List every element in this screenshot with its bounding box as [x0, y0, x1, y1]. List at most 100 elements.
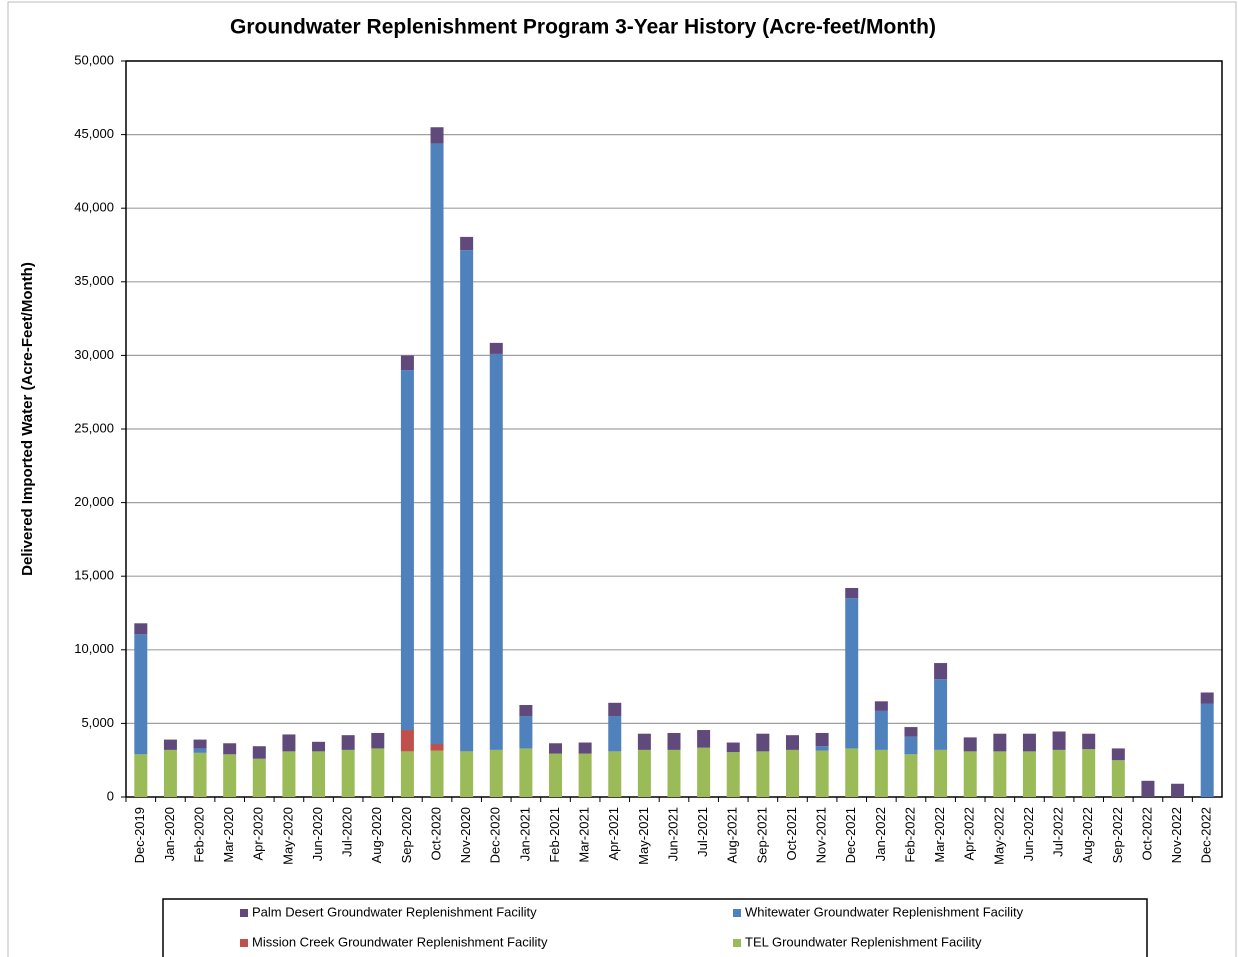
bar-segment — [934, 749, 948, 797]
bar-segment — [578, 753, 592, 797]
bar-segment — [312, 741, 326, 752]
bar-segment — [400, 370, 414, 731]
bar-segment — [904, 727, 918, 737]
bar-segment — [193, 752, 207, 797]
bar-segment — [993, 751, 1007, 797]
x-tick-label: Mar-2021 — [577, 807, 592, 863]
x-tick-label: Feb-2022 — [902, 807, 917, 863]
bar-segment — [489, 749, 503, 797]
legend-swatch — [240, 939, 248, 947]
bar-segment — [637, 733, 651, 750]
bar-segment — [1111, 748, 1125, 761]
bar-segment — [223, 743, 237, 755]
x-tick-label: Feb-2021 — [547, 807, 562, 863]
bar-segment — [163, 739, 177, 750]
x-tick-label: Dec-2020 — [488, 807, 503, 863]
bar-segment — [815, 732, 829, 747]
bar-segment — [934, 663, 948, 680]
bar-segment — [1200, 703, 1214, 797]
bar-segment — [637, 749, 651, 797]
legend-label: Palm Desert Groundwater Replenishment Fa… — [252, 904, 537, 919]
bar-segment — [815, 750, 829, 797]
bar-segment — [134, 634, 148, 755]
x-tick-label: May-2020 — [280, 807, 295, 865]
bar-segment — [845, 587, 859, 599]
x-tick-label: Jun-2021 — [665, 807, 680, 861]
bar-segment — [430, 744, 444, 751]
bar-segment — [252, 746, 266, 759]
bar-segment — [1082, 749, 1096, 797]
legend-label: Mission Creek Groundwater Replenishment … — [252, 934, 548, 949]
legend-label: TEL Groundwater Replenishment Facility — [745, 934, 982, 949]
x-tick-label: Aug-2020 — [369, 807, 384, 863]
x-tick-label: Apr-2022 — [962, 807, 977, 860]
bar-segment — [993, 733, 1007, 752]
bar-segment — [815, 746, 829, 751]
legend-swatch — [733, 939, 741, 947]
bar-segment — [1052, 731, 1066, 750]
y-axis-label: Delivered Imported Water (Acre-Feet/Mont… — [19, 262, 36, 576]
x-tick-label: Dec-2019 — [132, 807, 147, 863]
y-tick-label: 50,000 — [74, 52, 114, 67]
x-tick-label: Feb-2020 — [191, 807, 206, 863]
bar-segment — [756, 733, 770, 752]
bar-segment — [874, 710, 888, 750]
y-tick-label: 40,000 — [74, 200, 114, 215]
bar-segment — [1141, 780, 1155, 797]
bar-segment — [756, 751, 770, 797]
x-tick-label: May-2022 — [991, 807, 1006, 865]
x-tick-label: May-2021 — [636, 807, 651, 865]
legend-label: Whitewater Groundwater Replenishment Fac… — [745, 904, 1024, 919]
bar-segment — [430, 750, 444, 797]
bar-segment — [252, 758, 266, 797]
bar-segment — [608, 751, 622, 797]
bar-segment — [282, 751, 296, 797]
bar-segment — [904, 754, 918, 797]
bar-segment — [1111, 760, 1125, 797]
bar-segment — [341, 749, 355, 797]
bar-segment — [549, 753, 563, 797]
bar-segment — [282, 734, 296, 752]
x-tick-label: Jul-2020 — [340, 807, 355, 857]
bar-segment — [134, 623, 148, 635]
bar-segment — [845, 598, 859, 749]
bar-segment — [904, 736, 918, 755]
bar-segment — [519, 716, 533, 749]
bar-segment — [963, 751, 977, 797]
bar-segment — [460, 751, 474, 797]
y-tick-label: 35,000 — [74, 273, 114, 288]
x-tick-label: Aug-2021 — [725, 807, 740, 863]
bar-segment — [608, 716, 622, 752]
bar-segment — [371, 748, 385, 797]
bar-segment — [963, 737, 977, 752]
bar-segment — [400, 355, 414, 371]
bar-segment — [1022, 751, 1036, 797]
bar-segment — [400, 730, 414, 752]
x-tick-label: Jul-2021 — [695, 807, 710, 857]
x-tick-label: Sep-2020 — [399, 807, 414, 863]
x-tick-label: Oct-2022 — [1139, 807, 1154, 860]
bar-segment — [608, 702, 622, 717]
bar-segment — [726, 752, 740, 797]
x-tick-label: Nov-2021 — [814, 807, 829, 863]
bar-segment — [460, 236, 474, 251]
chart-border — [7, 1, 1237, 957]
bar-segment — [519, 705, 533, 717]
x-tick-label: Sep-2022 — [1110, 807, 1125, 863]
x-tick-label: Jan-2021 — [517, 807, 532, 861]
legend-swatch — [733, 909, 741, 917]
y-tick-label: 45,000 — [74, 126, 114, 141]
x-tick-label: Jan-2022 — [873, 807, 888, 861]
x-tick-label: Mar-2022 — [932, 807, 947, 863]
bar-segment — [697, 730, 711, 748]
bar-segment — [785, 735, 799, 750]
y-tick-label: 5,000 — [81, 715, 114, 730]
bar-segment — [845, 748, 859, 797]
bar-segment — [519, 748, 533, 797]
bar-segment — [163, 749, 177, 797]
bar-segment — [1171, 783, 1185, 797]
x-tick-label: Sep-2021 — [754, 807, 769, 863]
bar-segment — [223, 754, 237, 797]
bar-segment — [430, 143, 444, 745]
